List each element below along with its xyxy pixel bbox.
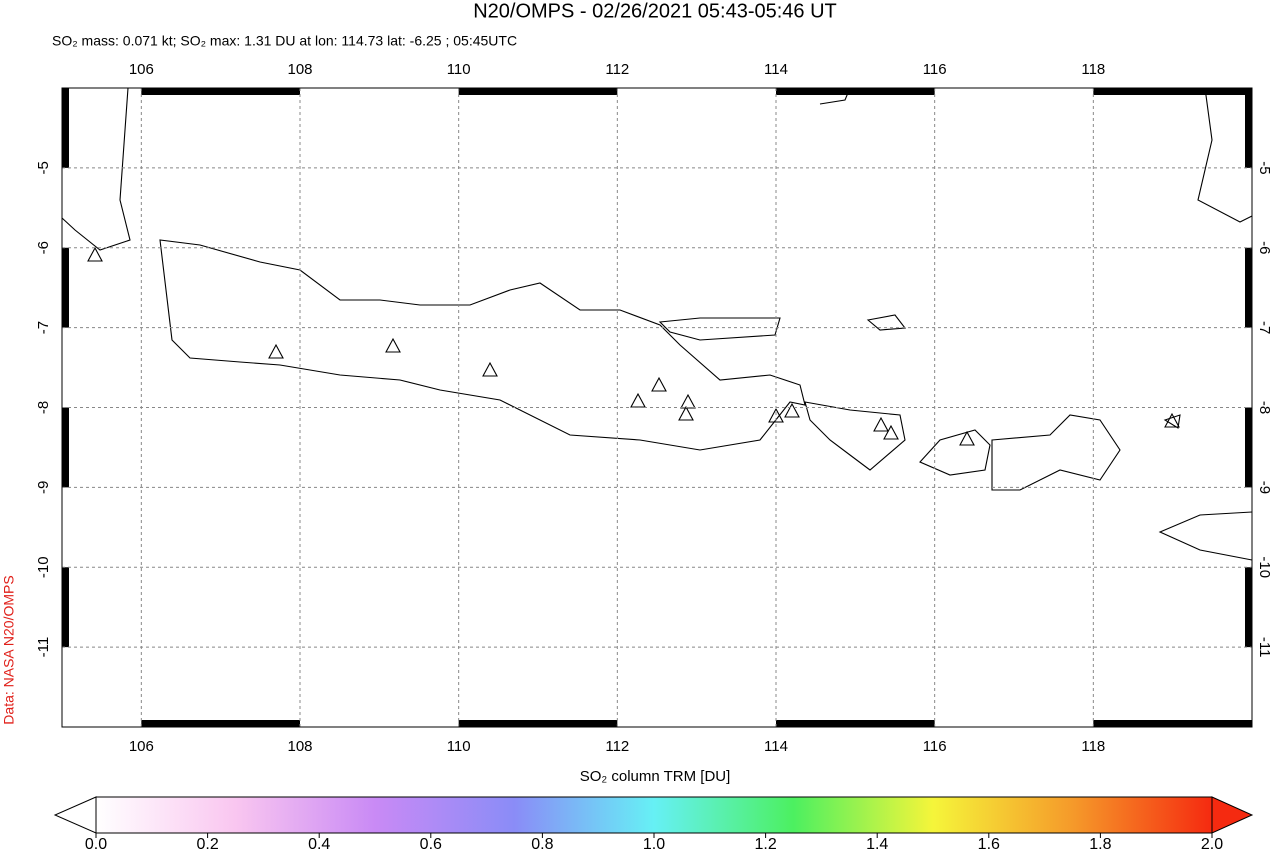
x-tick-label: 118 — [1081, 61, 1105, 78]
volcano — [784, 402, 800, 418]
x-tick-label: 114 — [764, 738, 788, 755]
border-bar — [141, 88, 300, 95]
y-tick-label: -9 — [1256, 481, 1272, 494]
volcano — [883, 424, 899, 440]
coastline — [804, 401, 906, 471]
colorbar-label: SO₂ column TRM [DU] — [580, 768, 731, 785]
volcano — [87, 246, 103, 262]
volcano — [678, 405, 694, 421]
border-bar — [62, 567, 69, 648]
x-tick-label: 118 — [1081, 738, 1105, 755]
x-tick-label: 110 — [447, 738, 471, 755]
border-bar — [1245, 567, 1252, 648]
y-tick-label: -9 — [35, 481, 52, 494]
coastline — [159, 239, 806, 451]
colorbar-over — [1211, 796, 1254, 834]
coastline — [658, 317, 781, 341]
y-tick-label: -5 — [1256, 161, 1272, 174]
x-tick-label: 108 — [287, 61, 312, 78]
coastline — [1163, 414, 1181, 429]
border-bar — [62, 407, 69, 488]
colorbar-tick-label: 1.4 — [866, 836, 888, 853]
x-tick-label: 114 — [764, 61, 788, 78]
border-bar — [458, 720, 618, 727]
chart-subtitle: SO₂ mass: 0.071 kt; SO₂ max: 1.31 DU at … — [52, 33, 517, 49]
y-tick-label: -8 — [1256, 401, 1272, 414]
coastline — [991, 414, 1121, 491]
colorbar-under — [53, 796, 97, 834]
y-tick-label: -11 — [1256, 637, 1272, 658]
volcano — [482, 361, 498, 377]
y-tick-label: -7 — [1256, 321, 1272, 334]
border-bar — [1245, 88, 1252, 168]
border-bar — [62, 247, 69, 328]
y-tick-label: -10 — [35, 556, 52, 578]
border-bar — [776, 720, 935, 727]
x-tick-label: 108 — [287, 738, 312, 755]
volcano — [873, 416, 889, 432]
border-bar — [458, 88, 618, 95]
colorbar — [95, 796, 1213, 834]
x-tick-label: 112 — [605, 738, 629, 755]
y-tick-label: -7 — [35, 321, 52, 334]
volcano — [959, 430, 975, 446]
coastline — [61, 87, 131, 251]
colorbar-tick-label: 0.0 — [85, 836, 107, 853]
colorbar-tick-label: 0.4 — [308, 836, 330, 853]
volcano — [1164, 412, 1180, 428]
colorbar-tick-label: 1.8 — [1089, 836, 1111, 853]
x-tick-label: 106 — [129, 61, 154, 78]
y-tick-label: -6 — [35, 241, 52, 254]
colorbar-tick-label: 1.6 — [978, 836, 1000, 853]
colorbar-tick-label: 0.8 — [531, 836, 553, 853]
border-bar — [141, 720, 300, 727]
volcano — [768, 407, 784, 423]
y-tick-label: -5 — [35, 161, 52, 174]
x-tick-label: 116 — [923, 738, 947, 755]
y-tick-label: -10 — [1256, 556, 1272, 578]
colorbar-tick-label: 0.6 — [420, 836, 442, 853]
border-bar — [776, 88, 935, 95]
border-bar — [1093, 88, 1252, 95]
border-bar — [1245, 247, 1252, 328]
volcanoes — [87, 246, 1180, 446]
coastline — [1158, 511, 1253, 561]
volcano — [651, 376, 667, 392]
x-tick-label: 106 — [129, 738, 154, 755]
border-bar — [62, 88, 69, 168]
colorbar-tick-label: 2.0 — [1201, 836, 1223, 853]
map-frame — [61, 87, 1253, 728]
x-tick-label: 116 — [923, 61, 947, 78]
colorbar-tick-label: 1.0 — [643, 836, 665, 853]
y-tick-label: -8 — [35, 401, 52, 414]
border-bar — [1245, 407, 1252, 488]
coastline — [1197, 87, 1253, 223]
colorbar-tick-label: 1.2 — [754, 836, 776, 853]
volcano — [268, 343, 284, 359]
y-tick-label: -6 — [1256, 241, 1272, 254]
y-tick-label: -11 — [35, 637, 52, 658]
x-tick-label: 110 — [447, 61, 471, 78]
colorbar-tick-label: 0.2 — [196, 836, 218, 853]
border-bar — [1093, 720, 1252, 727]
coastline — [919, 429, 991, 476]
credit: Data: NASA N20/OMPS — [1, 575, 17, 724]
chart-title: N20/OMPS - 02/26/2021 05:43-05:46 UT — [473, 0, 837, 22]
x-tick-label: 112 — [605, 61, 629, 78]
volcano — [385, 337, 401, 353]
